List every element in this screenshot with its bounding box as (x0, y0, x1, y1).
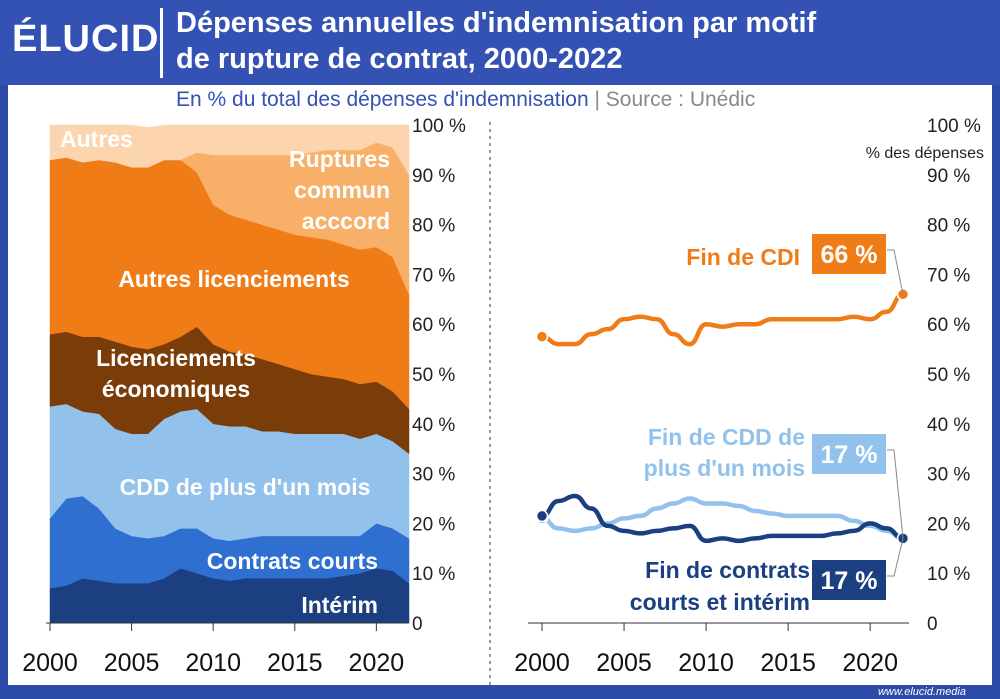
label-fin-de-contrats-line1: Fin de contrats (645, 557, 810, 583)
label-ruptures-line3: acccord (302, 208, 390, 234)
left-y-tick-label: 10 % (412, 564, 455, 585)
title-line-2: de rupture de contrat, 2000-2022 (176, 43, 623, 75)
left-x-tick-label: 2000 (22, 649, 78, 677)
label-fin-de-cdi: Fin de CDI (686, 244, 800, 270)
right-y-tick-label: 40 % (927, 415, 970, 436)
left-y-tick-label: 30 % (412, 465, 455, 486)
label-fin-de-contrats-line2: courts et intérim (630, 589, 810, 615)
left-x-tick-label: 2005 (104, 649, 160, 677)
label-cdd: CDD de plus d'un mois (120, 474, 371, 500)
badge-fin-de-cdd-bg (812, 434, 886, 474)
label-autres-licenciements: Autres licenciements (118, 266, 349, 292)
badge-fin-de-cdi-bg (812, 234, 886, 274)
right-y-tick-label: 50 % (927, 365, 970, 386)
right-y-tick-label: 60 % (927, 315, 970, 336)
left-y-tick-label: 20 % (412, 514, 455, 535)
label-contrats-courts: Contrats courts (207, 548, 378, 574)
charts-svg: 0 10 % 20 % 30 % 40 % 50 % 60 % 70 % 80 % 90 % 100… (22, 116, 984, 685)
left-y-tick-label: 100 % (412, 116, 466, 137)
point-start-fin-de-cdi (535, 330, 549, 343)
left-y-tick-label: 70 % (412, 265, 455, 286)
right-y-tick-label: 30 % (927, 465, 970, 486)
point-start-fin-de-contrats-courts (535, 509, 549, 523)
right-x-tick-label: 2010 (678, 649, 734, 677)
label-licenciements-eco-line1: Licenciements (96, 345, 256, 371)
label-ruptures-line1: Ruptures (289, 146, 390, 172)
right-x-tick-label: 2005 (596, 649, 652, 677)
right-y-tick-label: 70 % (927, 265, 970, 286)
leader-cdi (887, 249, 904, 295)
header (0, 0, 1000, 85)
line-fin-de-contrats-courts (539, 493, 906, 544)
right-y-tick-label: 100 % (927, 116, 981, 137)
leader-courts (887, 538, 904, 577)
label-autres: Autres (60, 126, 133, 152)
right-x-tick-label: 2000 (514, 649, 570, 677)
label-fin-de-cdd-line1: Fin de CDD de (648, 424, 805, 450)
chart-title: Dépenses annuelles d'indemnisation par m… (176, 5, 976, 77)
left-y-tick-label: 60 % (412, 315, 455, 336)
footer-url[interactable]: www.elucid.media (877, 686, 966, 698)
left-y-tick-label: 0 (412, 614, 423, 635)
line-fin-de-cdi (539, 292, 906, 347)
right-y-tick-label: 80 % (927, 216, 970, 237)
label-fin-de-cdd-line2: plus d'un mois (644, 455, 805, 481)
right-y-axis-label: % des dépenses (866, 145, 984, 162)
area-autres (49, 124, 410, 176)
subtitle-separator: | (594, 88, 600, 111)
label-ruptures-line2: commun (294, 177, 390, 203)
left-x-tick-label: 2015 (267, 649, 323, 677)
right-x-tick-label: 2020 (842, 649, 898, 677)
left-y-tick-label: 90 % (412, 166, 455, 187)
right-y-tick-label: 10 % (927, 564, 970, 585)
title-line-1: Dépenses annuelles d'indemnisation par m… (176, 7, 817, 39)
subtitle: En % du total des dépenses d'indemnisati… (176, 88, 755, 112)
left-x-tick-label: 2010 (185, 649, 241, 677)
subtitle-text: En % du total des dépenses d'indemnisati… (176, 88, 589, 111)
right-y-tick-label: 20 % (927, 514, 970, 535)
left-x-tick-label: 2020 (349, 649, 405, 677)
left-y-tick-label: 40 % (412, 415, 455, 436)
right-x-tick-label: 2015 (760, 649, 816, 677)
left-y-tick-label: 80 % (412, 216, 455, 237)
logo: ÉLUCID (12, 18, 160, 60)
label-licenciements-eco-line2: économiques (102, 376, 250, 402)
left-y-tick-label: 50 % (412, 365, 455, 386)
logo-divider (160, 8, 163, 78)
label-interim: Intérim (301, 592, 378, 618)
right-y-tick-label: 90 % (927, 166, 970, 187)
right-y-tick-label: 0 (927, 614, 938, 635)
badge-fin-de-cdi: 66 % (821, 241, 878, 269)
badge-fin-de-cdd: 17 % (821, 441, 878, 469)
badge-fin-de-contrats: 17 % (821, 567, 878, 595)
leader-cdd (887, 449, 904, 539)
source-text: Source : Unédic (605, 88, 756, 111)
badge-fin-de-contrats-bg (812, 560, 886, 600)
